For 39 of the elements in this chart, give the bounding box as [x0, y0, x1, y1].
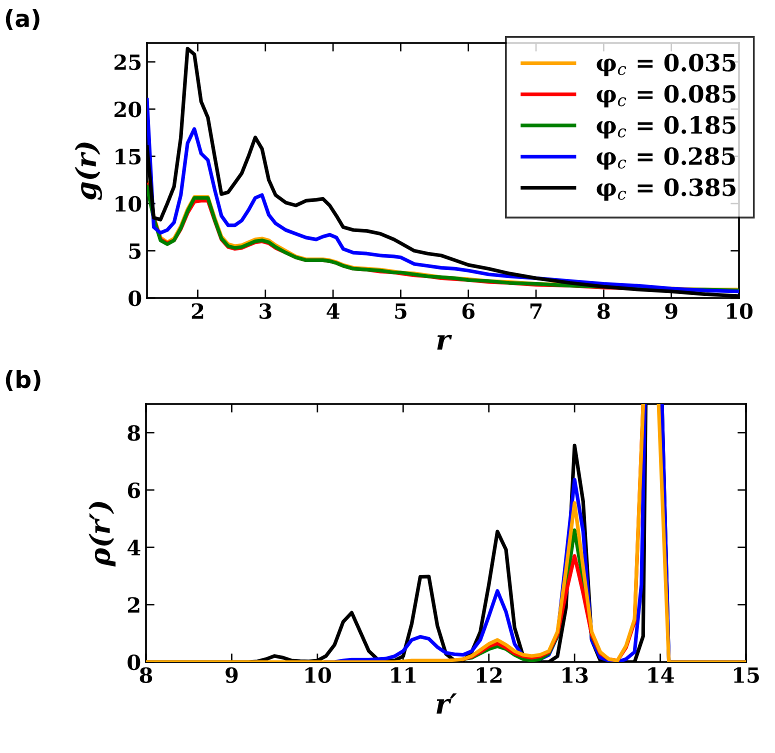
y-tick-label: 0 — [128, 654, 140, 670]
x-tick-label: 10 — [305, 667, 331, 683]
x-tick-label: 14 — [648, 667, 674, 683]
text: (b) — [6, 370, 40, 392]
y-tick-label: 4 — [128, 540, 140, 556]
x-tick-label: 6 — [462, 303, 474, 319]
y-tick-label: 5 — [129, 244, 141, 259]
y-tick-label: 25 — [114, 54, 141, 70]
x-tick-label: 4 — [326, 303, 340, 319]
legend-label: φ$_{c}$ = 0.085 — [596, 84, 736, 108]
x-tick-label: 8 — [140, 667, 152, 683]
x-tick-label: 5 — [395, 304, 406, 319]
x-axis-title: r′ — [436, 693, 457, 714]
legend-label: φ$_{c}$ = 0.185 — [596, 116, 736, 138]
x-tick-label: 11 — [391, 667, 416, 683]
y-tick-label: 6 — [128, 482, 140, 498]
x-tick-label: 10 — [727, 303, 753, 319]
text: (a) — [6, 9, 40, 30]
y-axis-title: ρ(r′) — [88, 502, 116, 567]
x-tick-label: 13 — [562, 667, 588, 683]
y-axis-title: g(r) — [74, 142, 102, 200]
y-tick-label: 20 — [114, 102, 142, 118]
legend-label: φ$_{c}$ = 0.385 — [596, 178, 736, 201]
x-tick-label: 9 — [226, 667, 238, 683]
y-tick-label: 2 — [128, 597, 140, 613]
x-tick-label: 2 — [192, 303, 204, 319]
x-tick-label: 15 — [734, 667, 759, 683]
legend-label: φ$_{c}$ = 0.035 — [596, 54, 736, 76]
y-tick-label: 15 — [116, 148, 141, 165]
x-tick-label: 8 — [598, 303, 610, 319]
x-axis-title: r — [437, 334, 452, 350]
x-tick-label: 3 — [260, 303, 272, 319]
x-tick-label: 7 — [530, 304, 542, 319]
y-tick-label: 0 — [128, 290, 142, 306]
x-tick-label: 9 — [665, 303, 678, 319]
y-tick-label: 10 — [116, 196, 142, 212]
y-tick-label: 8 — [128, 425, 140, 441]
legend-label: φ$_{c}$ = 0.285 — [596, 147, 735, 170]
x-tick-label: 12 — [476, 667, 502, 683]
